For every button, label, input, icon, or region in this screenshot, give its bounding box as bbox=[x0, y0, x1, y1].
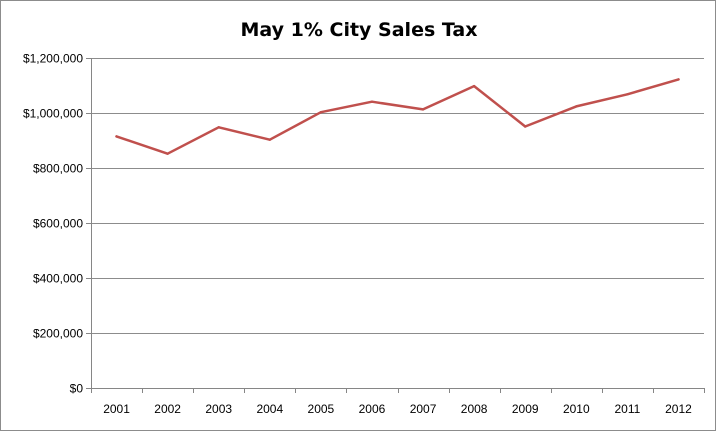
x-axis-tick-labels: 2001 2002 2003 2004 2005 2006 2007 2008 2009 2010… bbox=[103, 402, 692, 416]
y-tick-label: $0 bbox=[70, 382, 84, 396]
y-tick-label: $1,000,000 bbox=[23, 107, 83, 121]
y-tick-label: $1,200,000 bbox=[23, 52, 83, 66]
gridlines bbox=[91, 58, 704, 334]
data-point-2005 bbox=[319, 111, 323, 114]
x-tick-label: 2010 bbox=[563, 402, 590, 416]
data-point-2003 bbox=[217, 126, 220, 129]
x-tick-label: 2003 bbox=[205, 402, 232, 416]
x-tick-label: 2009 bbox=[512, 402, 539, 416]
chart-title: May 1% City Sales Tax bbox=[241, 19, 478, 41]
x-tick-label: 2008 bbox=[461, 402, 488, 416]
data-point-2011 bbox=[626, 93, 629, 96]
axes bbox=[86, 58, 705, 393]
x-tick-label: 2006 bbox=[359, 402, 386, 416]
data-point-2010 bbox=[575, 105, 578, 108]
x-tick-label: 2011 bbox=[614, 402, 640, 416]
series-line-0 bbox=[115, 78, 680, 155]
series-layer bbox=[115, 78, 680, 155]
y-tick-label: $600,000 bbox=[33, 217, 83, 231]
x-tick-label: 2007 bbox=[410, 402, 437, 416]
data-point-2007 bbox=[421, 108, 425, 111]
x-tick-label: 2012 bbox=[665, 402, 692, 416]
y-axis-tick-labels: $0 $200,000 $400,000 $600,000 $800,000 $1,000… bbox=[23, 52, 83, 396]
y-tick-label: $800,000 bbox=[33, 162, 83, 176]
data-point-2012 bbox=[677, 78, 680, 81]
x-tick-label: 2004 bbox=[256, 402, 283, 416]
data-point-2002 bbox=[166, 152, 169, 155]
x-tick-label: 2005 bbox=[308, 402, 335, 416]
data-point-2001 bbox=[115, 135, 118, 138]
data-point-2009 bbox=[524, 125, 527, 128]
data-point-2004 bbox=[268, 138, 271, 141]
data-point-2006 bbox=[370, 100, 374, 103]
x-tick-label: 2001 bbox=[103, 402, 130, 416]
data-point-2008 bbox=[472, 84, 476, 88]
y-tick-label: $400,000 bbox=[33, 272, 83, 286]
x-tick-label: 2002 bbox=[154, 402, 181, 416]
y-tick-label: $200,000 bbox=[33, 327, 83, 341]
